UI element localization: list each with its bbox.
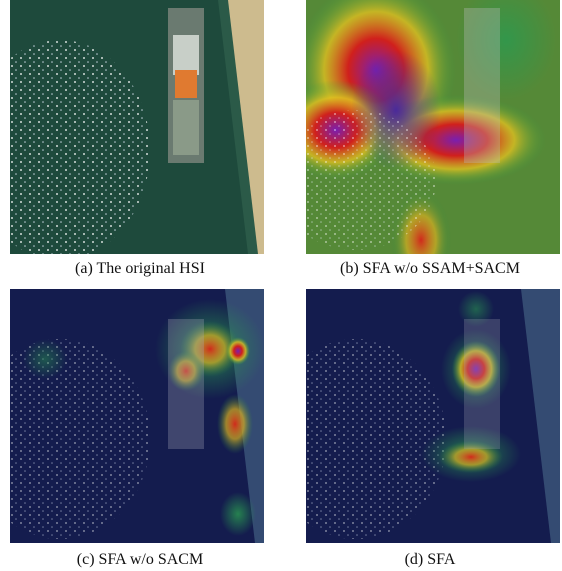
caption: (b) SFA w/o SSAM+SACM [290,260,562,278]
caption: (d) SFA [290,551,562,569]
heatmap-b [306,0,560,254]
caption: (a) The original HSI [0,260,280,278]
caption: (c) SFA w/o SACM [0,551,280,569]
heatmap-c [10,289,264,543]
image-original [10,0,264,254]
heatmap-d [306,289,560,543]
figure: (a) The original HSI (b) SFA w/o SSAM+SA… [0,0,562,571]
